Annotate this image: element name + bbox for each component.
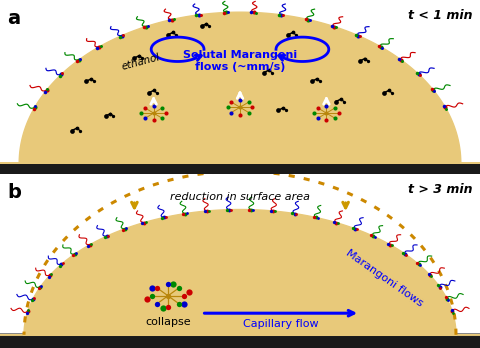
Bar xyxy=(0,334,480,335)
Text: reduction in surface area: reduction in surface area xyxy=(170,192,310,201)
Bar xyxy=(0,333,480,334)
Bar xyxy=(0,335,480,348)
Bar xyxy=(0,162,480,163)
Text: Marangoni flows: Marangoni flows xyxy=(344,248,424,309)
Polygon shape xyxy=(0,209,480,335)
Bar xyxy=(0,163,480,164)
Text: Capillary flow: Capillary flow xyxy=(243,319,319,329)
Bar xyxy=(0,164,480,165)
Bar xyxy=(0,163,480,164)
Text: t < 1 min: t < 1 min xyxy=(408,9,473,22)
Bar xyxy=(0,333,480,334)
Bar xyxy=(0,335,480,336)
Bar xyxy=(0,162,480,163)
Text: collapse: collapse xyxy=(145,317,191,327)
Text: Solutal Marangoni
flows (~mm/s): Solutal Marangoni flows (~mm/s) xyxy=(183,50,297,72)
Bar xyxy=(0,335,480,337)
Bar xyxy=(0,335,480,336)
Bar xyxy=(0,163,480,174)
Bar xyxy=(0,334,480,335)
Polygon shape xyxy=(0,12,480,163)
Text: b: b xyxy=(7,183,21,202)
Text: t > 3 min: t > 3 min xyxy=(408,183,473,196)
Text: a: a xyxy=(7,9,20,28)
Bar xyxy=(0,162,480,163)
Text: ethanol: ethanol xyxy=(120,52,161,72)
